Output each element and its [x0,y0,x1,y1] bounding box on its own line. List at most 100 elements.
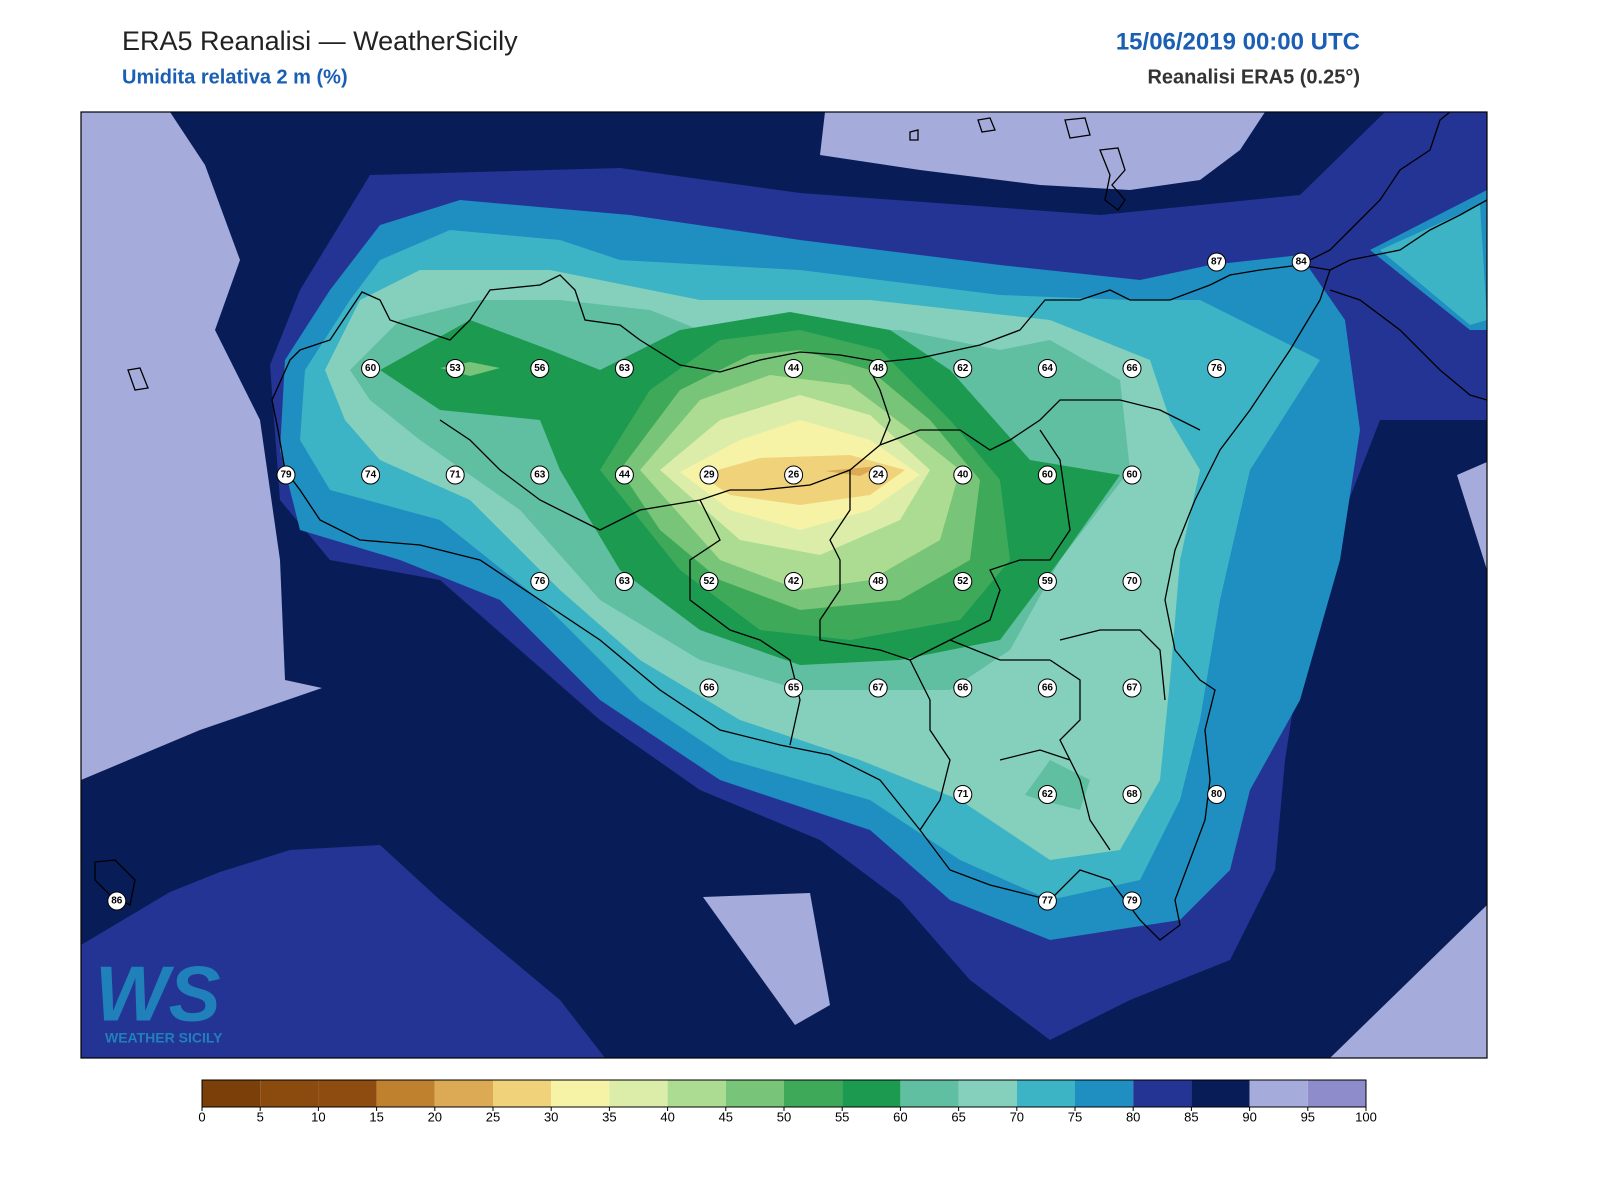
station-marker [1037,891,1057,911]
station-value: 70 [1126,576,1138,587]
colorbar-label: 80 [1126,1110,1140,1125]
station-value: 66 [957,683,969,694]
station-marker [614,359,634,378]
subtitle: Umidita relativa 2 m (%) [122,66,348,88]
colorbar-label: 20 [428,1110,442,1125]
colorbar-label: 50 [777,1110,791,1125]
colorbar-segment [1016,1080,1075,1107]
colorbar-label: 5 [257,1110,264,1125]
station-marker [784,572,804,591]
station-value: 56 [534,363,546,374]
station-value: 60 [1126,470,1138,481]
date: 15/06/2019 00:00 UTC [1116,28,1360,55]
station-value: 63 [619,576,631,587]
station-value: 42 [788,576,800,587]
stations: 87 84 60 53 56 63 44 48 62 64 66 76 79 74 71 63 44 29 26 24… [107,252,1311,911]
station-marker [1122,572,1142,591]
colorbar-segment [551,1080,610,1107]
station-value: 74 [365,470,377,481]
station-marker [530,465,550,485]
colorbar-segment [260,1080,319,1107]
colorbar-segment [958,1080,1017,1107]
station-value: 66 [703,683,715,694]
station-value: 63 [619,363,631,374]
station-value: 86 [111,896,123,907]
colorbar-label: 95 [1301,1110,1315,1125]
colorbar-segment [1307,1080,1366,1107]
station-value: 79 [1126,896,1138,907]
station-value: 67 [873,683,885,694]
station-marker [1037,678,1057,698]
station-marker [699,678,719,698]
colorbar-segment [900,1080,959,1107]
colorbar-label: 55 [835,1110,849,1125]
coastline [94,112,1487,941]
station-marker [614,572,634,591]
station-value: 48 [873,576,885,587]
station-value: 52 [703,576,715,587]
station-value: 71 [450,470,462,481]
station-marker [1207,785,1227,804]
station-value: 76 [534,576,546,587]
logo-mark: WS [95,950,221,1038]
station-marker [1037,359,1057,378]
station-marker [953,572,973,591]
station-marker [530,572,550,591]
station-marker [361,359,381,378]
station-marker [953,465,973,485]
station-marker [868,572,888,591]
colorbar-segment [1075,1080,1134,1107]
colorbar-label: 100 [1355,1110,1377,1125]
station-value: 67 [1126,683,1138,694]
contour [1380,205,1487,325]
station-value: 26 [788,470,800,481]
colorbar-label: 30 [544,1110,558,1125]
colorbar-segment [1133,1080,1192,1107]
station-marker [1207,359,1227,378]
logo: WS WEATHER SICILY [95,950,223,1046]
station-value: 48 [873,363,885,374]
station-marker [1122,465,1142,485]
colorbar-segment [667,1080,726,1107]
title: ERA5 Reanalisi — WeatherSicily [122,26,518,56]
station-value: 44 [619,470,631,481]
colorbar-label: 85 [1184,1110,1198,1125]
colorbar-label: 0 [198,1110,205,1125]
station-value: 62 [957,363,969,374]
colorbar-label: 25 [486,1110,500,1125]
colorbar-label: 15 [369,1110,383,1125]
station-marker [445,359,465,378]
station-value: 60 [1042,470,1054,481]
contour [825,466,880,476]
station-marker [953,785,973,804]
station-value: 53 [450,363,462,374]
station-value: 79 [280,470,292,481]
station-value: 77 [1042,896,1054,907]
contour [1457,462,1487,570]
station-marker [784,359,804,378]
station-value: 80 [1211,789,1223,800]
station-value: 62 [1042,789,1054,800]
station-value: 24 [873,470,885,481]
station-marker [1291,252,1311,272]
station-marker [1037,785,1057,804]
station-value: 59 [1042,576,1054,587]
station-value: 60 [365,363,377,374]
contour [820,112,1265,190]
station-marker [530,359,550,378]
station-marker [445,465,465,485]
contour [81,112,322,780]
station-value: 29 [703,470,715,481]
station-marker [868,678,888,698]
contour [81,845,605,1058]
colorbar: 0 5 10 15 20 25 30 35 40 45 50 55 60 65 70 75 80 85 90 95 10… [198,1079,1377,1125]
station-value: 84 [1296,257,1308,268]
colorbar-label: 10 [311,1110,325,1125]
station-marker [614,465,634,485]
station-value: 87 [1211,257,1223,268]
colorbar-segment [318,1080,377,1107]
station-value: 76 [1211,363,1223,374]
station-marker [868,359,888,378]
map-frame [80,111,1488,1059]
